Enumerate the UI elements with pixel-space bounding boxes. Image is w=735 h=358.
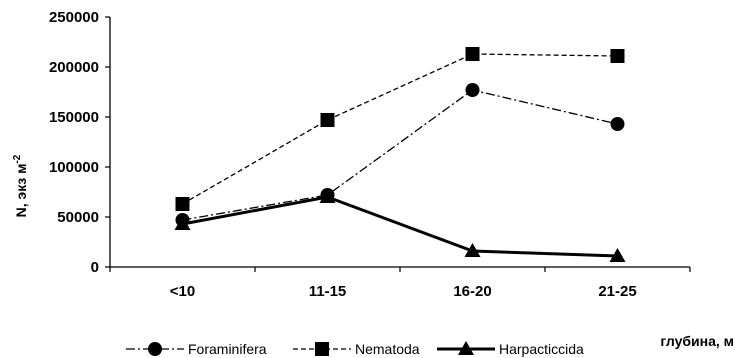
legend: Foraminifera Nematoda Harpacticcida [126,341,584,357]
series-foraminifera [175,83,625,227]
legend-label-foraminifera: Foraminifera [188,341,267,357]
y-tick-labels: 0 50000 100000 150000 200000 250000 [49,9,99,276]
y-tick-label: 50000 [57,209,99,226]
series-line-harpacticcida [182,195,618,258]
x-tick-label: <10 [170,283,195,300]
legend-marker-nematoda [315,342,329,356]
x-tick-label: 16-20 [453,283,491,300]
data-point-foraminifera [465,83,480,97]
y-tick-label: 150000 [49,109,99,126]
y-axis-title-main: N, экз м [13,164,29,218]
series-layer [174,47,626,262]
y-tick-label: 250000 [49,9,99,26]
legend-label-harpacticcida: Harpacticcida [499,341,584,357]
series-harpacticcida [174,189,626,262]
data-point-harpacticcida [609,248,626,262]
legend-item-harpacticcida: Harpacticcida [437,341,584,357]
series-nematoda [175,47,625,211]
y-tick-label: 200000 [49,59,99,76]
series-line-nematoda [182,53,618,205]
axes [105,16,691,272]
data-point-foraminifera [610,117,625,131]
legend-item-foraminifera: Foraminifera [126,341,267,357]
data-point-nematoda [320,113,335,127]
legend-item-nematoda: Nematoda [293,341,420,357]
data-point-harpacticcida [319,189,336,203]
y-tick-label: 100000 [49,159,99,176]
data-point-nematoda [465,47,480,61]
series-line-foraminifera [182,89,618,221]
y-axis-title: N, экз м-2 [12,154,29,217]
legend-marker-harpacticcida [458,341,474,355]
x-tick-label: 11-15 [309,283,347,300]
x-tick-labels: <10 11-15 16-20 21-25 [170,283,637,300]
data-point-nematoda [610,49,625,63]
data-point-harpacticcida [464,243,481,257]
x-axis-title: глубина, м [660,333,734,349]
data-point-nematoda [175,197,190,211]
x-tick-label: 21-25 [598,283,636,300]
legend-label-nematoda: Nematoda [355,341,420,357]
data-point-harpacticcida [174,216,191,230]
legend-marker-foraminifera [148,342,162,356]
y-tick-label: 0 [91,259,99,276]
y-axis-title-superscript: -2 [12,154,23,163]
